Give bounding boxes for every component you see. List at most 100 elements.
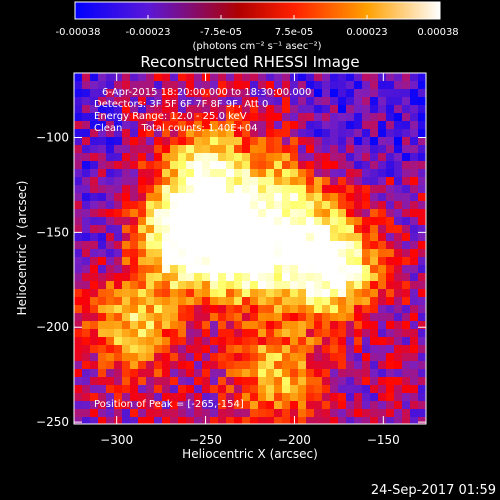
heatmap-cell [306, 361, 314, 369]
heatmap-cell [242, 113, 250, 121]
heatmap-cell [122, 225, 130, 233]
heatmap-cell [306, 97, 314, 105]
heatmap-cell [242, 97, 250, 105]
heatmap-cell [122, 401, 130, 409]
heatmap-cell [154, 353, 162, 361]
heatmap-cell [194, 89, 202, 97]
heatmap-cell [330, 257, 338, 265]
info-line-detectors: Detectors: 3F 5F 6F 7F 8F 9F, Att 0 [94, 99, 268, 110]
heatmap-cell [130, 225, 138, 233]
heatmap-cell [98, 321, 106, 329]
heatmap-cell [346, 113, 354, 121]
heatmap-cell [154, 137, 162, 145]
heatmap-cell [354, 201, 362, 209]
heatmap-cell [130, 241, 138, 249]
heatmap-cell [330, 73, 338, 81]
heatmap-cell [186, 281, 194, 289]
heatmap-cell [354, 345, 362, 353]
heatmap-cell [170, 217, 178, 225]
heatmap-cell [162, 401, 170, 409]
heatmap-cell [130, 409, 138, 417]
heatmap-cell [90, 105, 98, 113]
heatmap-cell [194, 225, 202, 233]
heatmap-cell [330, 321, 338, 329]
heatmap-cell [338, 209, 346, 217]
heatmap-cell [290, 137, 298, 145]
heatmap-cell [154, 345, 162, 353]
heatmap-cell [122, 313, 130, 321]
heatmap-cell [178, 193, 186, 201]
heatmap-cell [98, 225, 106, 233]
heatmap-cell [194, 193, 202, 201]
heatmap-cell [234, 241, 242, 249]
heatmap-cell [218, 233, 226, 241]
heatmap-cell [330, 385, 338, 393]
heatmap-cell [82, 129, 90, 137]
heatmap-cell [170, 161, 178, 169]
heatmap-cell [386, 73, 394, 81]
heatmap-cell [314, 89, 322, 97]
heatmap-cell [362, 249, 370, 257]
heatmap-cell [114, 177, 122, 185]
heatmap-cell [146, 289, 154, 297]
heatmap-cell [418, 241, 426, 249]
heatmap-cell [282, 297, 290, 305]
y-axis-label: Heliocentric Y (arcsec) [15, 181, 29, 316]
heatmap-cell [266, 73, 274, 81]
heatmap-cell [330, 265, 338, 273]
heatmap-cell [394, 361, 402, 369]
heatmap-cell [162, 329, 170, 337]
heatmap-cell [250, 297, 258, 305]
heatmap-cell [82, 241, 90, 249]
heatmap-cell [210, 113, 218, 121]
heatmap-cell [98, 73, 106, 81]
heatmap-cell [418, 305, 426, 313]
heatmap-cell [322, 257, 330, 265]
heatmap-cell [74, 137, 82, 145]
heatmap-cell [234, 161, 242, 169]
heatmap-cell [274, 321, 282, 329]
heatmap-cell [218, 417, 226, 424]
heatmap-cell [234, 249, 242, 257]
heatmap-cell [106, 297, 114, 305]
heatmap-cell [130, 337, 138, 345]
heatmap-cell [338, 257, 346, 265]
heatmap-cell [98, 401, 106, 409]
heatmap-cell [362, 217, 370, 225]
heatmap-cell [122, 129, 130, 137]
heatmap-cell [378, 105, 386, 113]
heatmap-cell [138, 249, 146, 257]
heatmap-cell [146, 409, 154, 417]
heatmap-cell [178, 337, 186, 345]
heatmap-cell [138, 369, 146, 377]
heatmap-cell [138, 113, 146, 121]
heatmap-cell [130, 81, 138, 89]
heatmap-cell [218, 81, 226, 89]
heatmap-cell [154, 81, 162, 89]
heatmap-cell [218, 393, 226, 401]
heatmap-cell [250, 217, 258, 225]
heatmap-cell [314, 193, 322, 201]
heatmap-cell [386, 369, 394, 377]
heatmap-cell [354, 81, 362, 89]
heatmap-cell [162, 385, 170, 393]
y-tick-label: −200 [36, 320, 69, 334]
heatmap-cell [226, 225, 234, 233]
heatmap-cell [298, 393, 306, 401]
heatmap-cell [346, 257, 354, 265]
heatmap-cell [290, 177, 298, 185]
heatmap-cell [378, 257, 386, 265]
heatmap-cell [82, 217, 90, 225]
heatmap-cell [298, 409, 306, 417]
heatmap-cell [82, 377, 90, 385]
heatmap-cell [378, 385, 386, 393]
heatmap-cell [138, 145, 146, 153]
heatmap-cell [162, 313, 170, 321]
heatmap-cell [250, 185, 258, 193]
heatmap-cell [266, 353, 274, 361]
heatmap-cell [90, 345, 98, 353]
heatmap-cell [74, 385, 82, 393]
heatmap-cell [234, 369, 242, 377]
heatmap-cell [178, 329, 186, 337]
heatmap-cell [274, 289, 282, 297]
